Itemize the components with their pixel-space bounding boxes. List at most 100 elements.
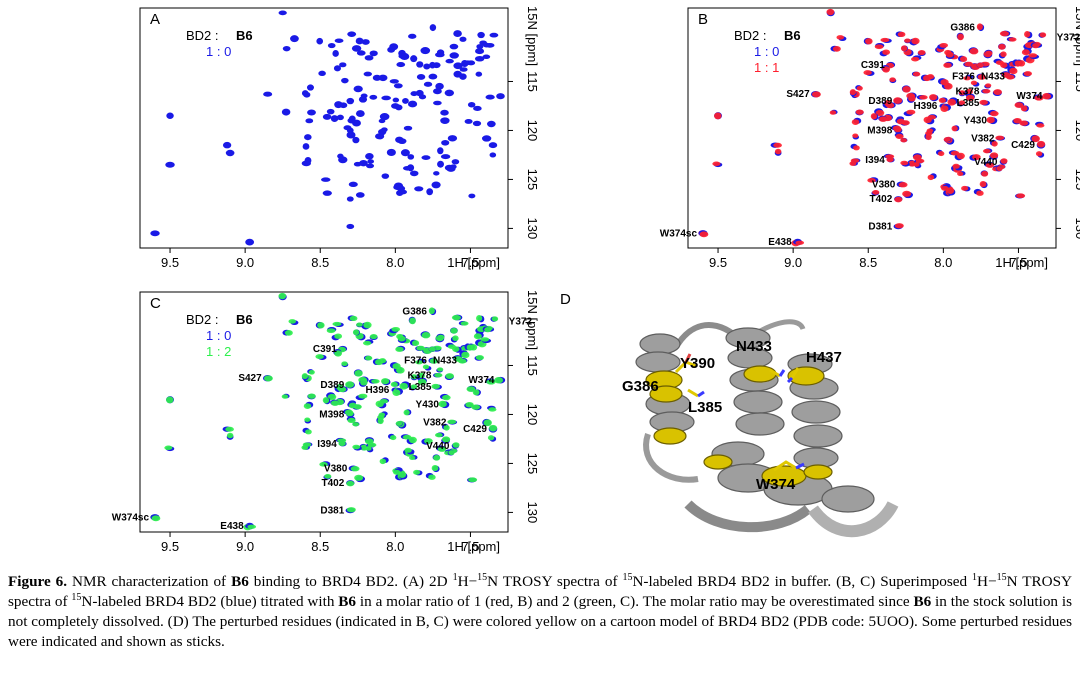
peak-blue [389,79,399,84]
residue-label: H396 [365,385,389,396]
structure-label: G386 [622,378,659,395]
peak-blue [453,30,462,38]
peak-overlay [431,465,439,472]
peak-blue [473,105,482,112]
peak-blue [355,192,365,198]
peak-overlay [317,322,325,329]
peak-blue [400,149,410,157]
peak-overlay [849,89,857,96]
peak-overlay [448,450,455,456]
peak-overlay [226,432,234,439]
peak-overlay [379,458,387,465]
peak-overlay [894,223,904,229]
peak-blue [222,141,232,149]
peak-blue [403,125,413,131]
residue-label: C391 [861,60,885,71]
peak-overlay [392,389,401,396]
peak-overlay [958,90,966,96]
peak-overlay [882,49,891,55]
peak-overlay [476,315,483,322]
peak-overlay [429,358,439,364]
peak-overlay [875,109,885,117]
y-tick-label: 115 [525,71,540,92]
caption-text: NMR characterization of [67,573,232,590]
structure-label: N433 [736,338,772,355]
peak-overlay [998,43,1006,50]
residue-label: Y372 [509,316,533,327]
peak-blue [414,186,424,192]
peak-overlay [428,474,436,480]
peak-overlay [880,37,890,43]
isotope-superscript: 15 [71,591,82,603]
peak-overlay [466,386,476,392]
peak-blue [336,114,344,121]
peak-overlay [1009,67,1018,75]
peak-blue [423,63,431,70]
peak-blue [334,38,344,43]
peak-overlay [352,329,360,336]
peak-overlay [937,151,945,157]
peak-overlay [1032,42,1040,49]
peak-blue [475,48,485,55]
peak-overlay [402,434,412,440]
peak-overlay [811,91,821,98]
structure-labels: N433 H437 Y390 G386 L385 W374 [622,338,842,493]
peak-overlay [898,182,908,188]
x-tick-label: 9.5 [161,255,179,270]
peak-overlay [225,426,234,432]
peak-overlay [410,374,418,380]
peak-overlay [865,38,873,45]
peak-blue [304,134,312,141]
peak-overlay [334,333,343,339]
peak-blue [307,109,316,116]
peak-overlay [1013,117,1022,124]
residue-label: F376 [404,356,427,367]
peak-overlay [1024,31,1031,38]
peak-overlay [990,110,999,117]
residue-label: K378 [955,86,979,97]
peak-overlay [369,333,378,340]
peak-overlay [450,327,458,334]
peak-overlay [874,44,884,50]
peak-overlay [923,74,931,82]
peak-overlay [1039,32,1047,38]
residue-label: S427 [786,89,810,100]
peak-overlay [390,381,398,387]
peak-overlay [995,60,1004,65]
peak-blue [477,31,485,39]
peak-overlay [247,524,257,529]
peak-overlay [433,454,441,461]
y-tick-label: 125 [1073,169,1080,191]
legend-title: BD2 : [186,28,219,43]
peak-overlay [885,102,895,109]
peak-overlay [945,51,954,58]
peak-blue [355,37,364,45]
peak-blue [447,135,458,142]
peak-overlay [850,158,860,163]
peak-overlay [441,436,451,443]
peak-overlay [409,455,416,460]
peak-blue [343,125,352,131]
peak-blue [489,152,497,158]
plot-frame [139,7,509,249]
residue-label: W374 [468,375,495,386]
peak-blue [441,139,450,146]
x-tick-label: 8.0 [386,255,404,270]
x-axis-label: 1H [ppm] [995,255,1048,270]
peak-overlay [981,170,989,177]
peak-blue [467,101,476,108]
peak-overlay [863,70,872,76]
peak-overlay [961,185,969,191]
peak-overlay [424,438,433,445]
peak-overlay [1019,120,1029,126]
peak-overlay [983,148,991,154]
peak-overlay [946,187,955,194]
structure-d: D [560,291,899,538]
peak-overlay [447,344,456,349]
peak-overlay [284,330,293,336]
peak-overlay [409,317,416,325]
peak-blue [392,97,400,103]
spectrum-c: C BD2 : B6 1 : 01 : 2 9.5 9.0 8.5 8.0 7.51H [pp… [112,290,540,554]
residue-label: Y430 [964,116,988,127]
peak-blue [326,108,335,115]
